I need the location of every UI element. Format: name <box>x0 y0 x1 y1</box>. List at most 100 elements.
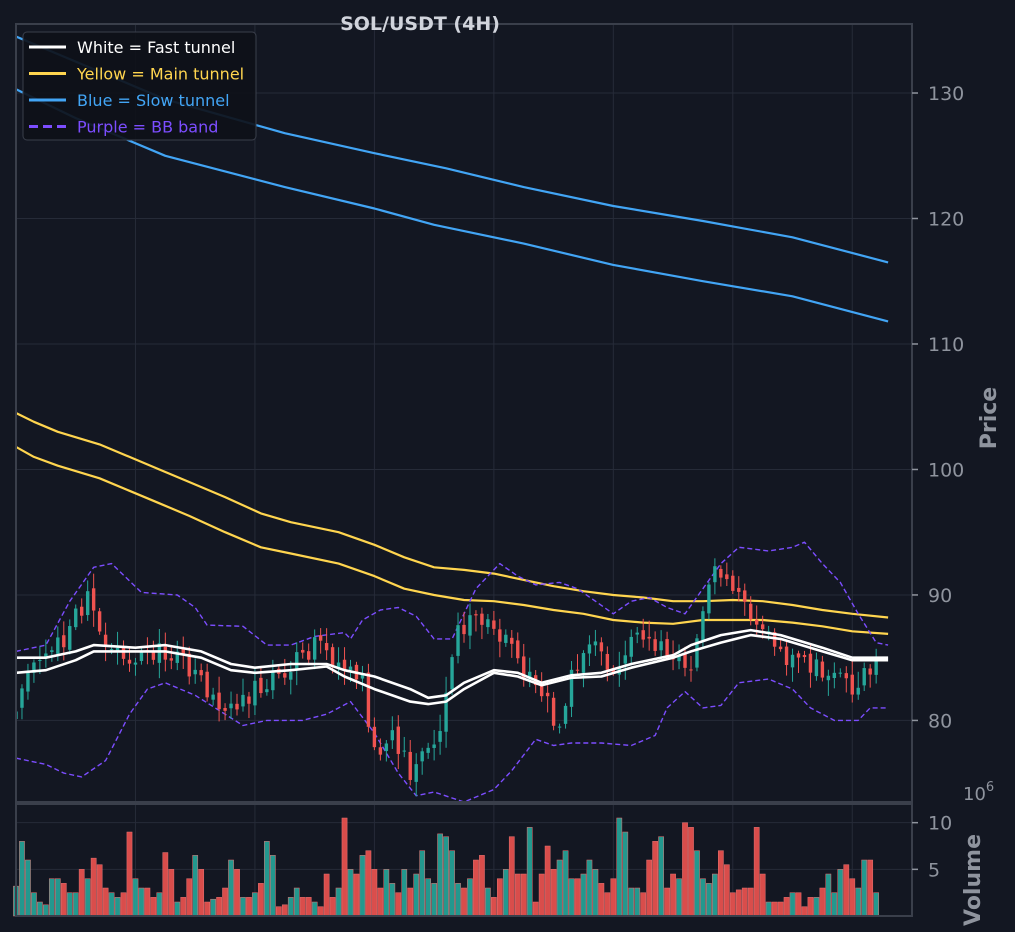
candle-body <box>713 566 717 583</box>
candle-body <box>432 744 436 748</box>
candle-body <box>539 682 544 697</box>
candle-body <box>420 751 424 762</box>
volume-bar <box>317 906 324 917</box>
candle-body <box>312 637 317 660</box>
volume-bar <box>43 904 49 917</box>
candle-body <box>820 661 825 678</box>
volume-bar <box>84 878 91 917</box>
candle-body <box>695 638 699 668</box>
volume-tick-label: 5 <box>928 859 940 881</box>
candle-body <box>211 694 215 700</box>
volume-bar <box>275 906 282 917</box>
fast-tunnel-upper-line <box>16 628 889 700</box>
volume-bar <box>425 878 432 917</box>
volume-bar <box>371 869 378 917</box>
volume-bar <box>556 859 563 917</box>
volume-bar <box>598 883 605 917</box>
volume-bar <box>60 883 67 917</box>
volume-bar <box>419 850 426 917</box>
volume-bar <box>401 869 408 917</box>
candle-body <box>62 635 66 648</box>
volume-bar <box>861 859 868 917</box>
candle-body <box>862 668 866 686</box>
legend-entry-label: Purple = BB band <box>77 118 218 137</box>
candle-body <box>26 672 30 692</box>
volume-bar <box>240 897 246 917</box>
candle-body <box>289 672 293 680</box>
volume-bar <box>873 892 880 917</box>
volume-bar <box>413 873 420 917</box>
candle-body <box>121 646 126 659</box>
volume-bar <box>574 878 581 917</box>
candle-body <box>318 635 323 641</box>
candle-body <box>97 611 102 632</box>
volume-bar <box>568 878 575 917</box>
candle-body <box>241 694 245 707</box>
candle-body <box>725 574 729 580</box>
candle-body <box>623 655 627 664</box>
volume-bar <box>54 878 61 917</box>
candle-body <box>635 632 639 635</box>
volume-bar <box>813 897 820 917</box>
chart-title: SOL/USDT (4H) <box>340 13 500 35</box>
candle-body <box>545 692 550 697</box>
volume-bar <box>759 873 766 917</box>
candle-body <box>850 674 854 695</box>
candle-body <box>324 643 329 651</box>
volume-bar <box>485 887 491 917</box>
candle-body <box>802 655 807 658</box>
bb-upper-line <box>16 541 889 653</box>
candle-body <box>163 646 168 660</box>
candle-body <box>265 689 269 693</box>
price-tick-label: 130 <box>928 83 964 105</box>
volume-bars <box>13 817 880 917</box>
volume-bar <box>198 869 205 917</box>
candle-body <box>462 624 466 635</box>
volume-bar <box>455 883 461 917</box>
candle-body <box>629 636 633 657</box>
candle-body <box>91 588 96 611</box>
volume-bar <box>108 892 115 917</box>
candle-body <box>599 642 604 652</box>
volume-bar <box>837 869 844 917</box>
candle-body <box>581 653 586 673</box>
candle-body <box>330 647 335 666</box>
candle-body <box>701 611 705 642</box>
price-tick-label: 80 <box>928 710 952 732</box>
volume-bar <box>628 887 635 917</box>
volume-bar <box>789 892 796 917</box>
candle-body <box>74 608 78 628</box>
legend-box <box>22 31 257 141</box>
candlesticks <box>16 558 878 797</box>
candle-body <box>253 680 257 706</box>
candle-body <box>593 641 598 646</box>
volume-bar <box>353 873 360 917</box>
volume-axis-ticks: 5 10 <box>912 813 952 881</box>
volume-bar <box>96 864 103 917</box>
candle-body <box>80 606 84 616</box>
candle-body <box>32 662 36 673</box>
candle-body <box>157 643 162 663</box>
candle-body <box>402 750 406 752</box>
candle-body <box>56 637 60 654</box>
candle-body <box>683 653 687 668</box>
candle-body <box>271 671 275 691</box>
volume-bar <box>652 841 658 917</box>
candle-body <box>474 614 478 616</box>
candle-body <box>235 703 239 710</box>
volume-bar <box>389 883 396 917</box>
volume-bar <box>31 892 37 917</box>
volume-bar <box>694 850 700 917</box>
candle-body <box>44 653 48 658</box>
candle-body <box>575 669 580 671</box>
volume-bar <box>144 887 151 917</box>
volume-bar <box>120 892 127 917</box>
volume-bar <box>25 859 31 917</box>
candle-body <box>414 764 418 782</box>
volume-bar <box>150 897 157 917</box>
volume-bar <box>532 901 539 917</box>
volume-bar <box>323 873 330 917</box>
candle-body <box>360 674 365 679</box>
volume-bar <box>114 897 121 917</box>
candle-body <box>68 626 72 650</box>
